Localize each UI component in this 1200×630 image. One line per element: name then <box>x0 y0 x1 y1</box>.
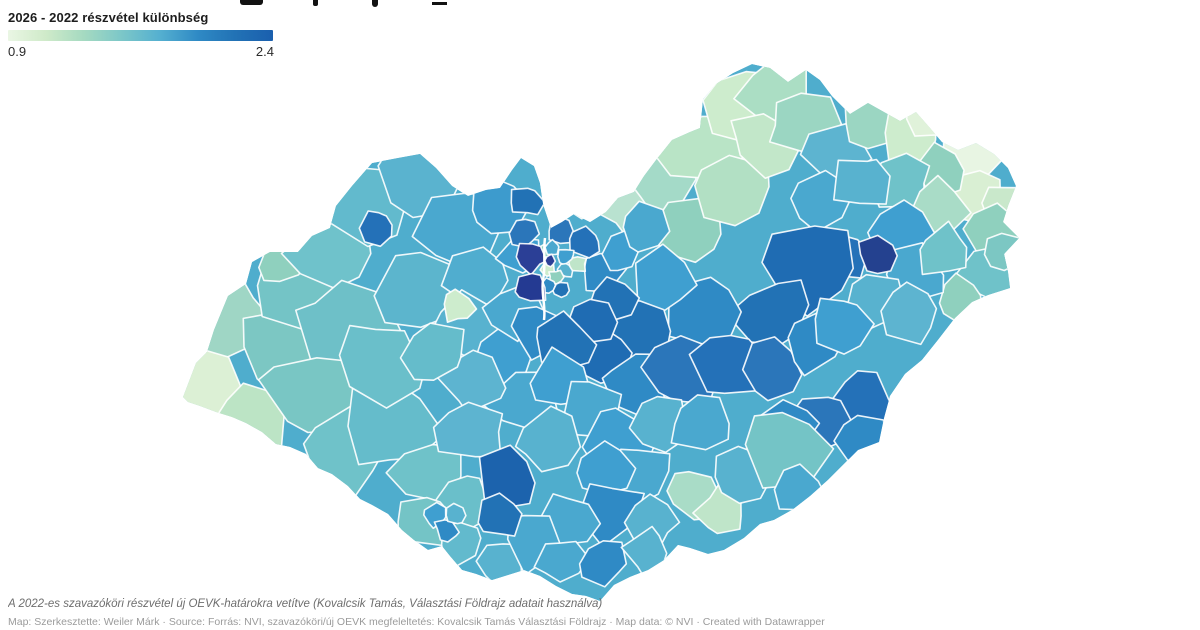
map-region[interactable] <box>358 210 393 248</box>
map-region[interactable] <box>634 243 698 314</box>
map-region[interactable] <box>567 255 588 273</box>
map-region[interactable] <box>857 234 899 275</box>
map-region[interactable] <box>514 272 547 302</box>
map-region[interactable] <box>832 158 891 205</box>
danube-river-gap <box>541 237 547 321</box>
map-region[interactable] <box>510 187 546 216</box>
map-region[interactable] <box>741 336 803 402</box>
map-caption: A 2022-es szavazóköri részvétel új OEVK-… <box>8 598 603 610</box>
map-region[interactable] <box>622 200 671 253</box>
map-region[interactable] <box>533 540 591 583</box>
map-region[interactable] <box>983 232 1024 272</box>
legend-max-label: 2.4 <box>255 44 274 59</box>
legend-title: 2026 - 2022 részvétel különbség <box>8 10 209 25</box>
map-credits: Map: Szerkesztette: Weiler Márk · Source… <box>8 616 825 628</box>
map-region[interactable] <box>568 225 601 259</box>
map-region[interactable] <box>338 324 425 409</box>
map-region[interactable] <box>880 281 938 346</box>
map-region[interactable] <box>515 242 548 276</box>
map-region[interactable] <box>556 248 575 266</box>
map-region[interactable] <box>578 539 628 588</box>
map-region[interactable] <box>443 288 478 324</box>
map-region[interactable] <box>919 220 968 276</box>
legend: 2026 - 2022 részvétel különbség 0.9 2.4 <box>8 10 274 59</box>
clipped-title-fragment <box>240 0 263 5</box>
legend-min-label: 0.9 <box>8 44 27 59</box>
map-region[interactable] <box>670 394 730 451</box>
map-region[interactable] <box>478 444 536 511</box>
map-region[interactable] <box>514 405 582 473</box>
map-region[interactable] <box>688 334 764 395</box>
map-region[interactable] <box>552 281 571 299</box>
clipped-title-fragment <box>313 0 318 6</box>
legend-gradient-bar <box>8 30 273 41</box>
map-region[interactable] <box>399 322 465 382</box>
map-region[interactable] <box>445 502 467 525</box>
map-region[interactable] <box>905 86 975 137</box>
clipped-title-fragment <box>372 0 378 7</box>
map-region[interactable] <box>814 297 875 355</box>
map-region[interactable] <box>477 492 523 537</box>
clipped-title-fragment <box>432 2 447 5</box>
footer: A 2022-es szavazóköri részvétel új OEVK-… <box>8 598 1192 630</box>
